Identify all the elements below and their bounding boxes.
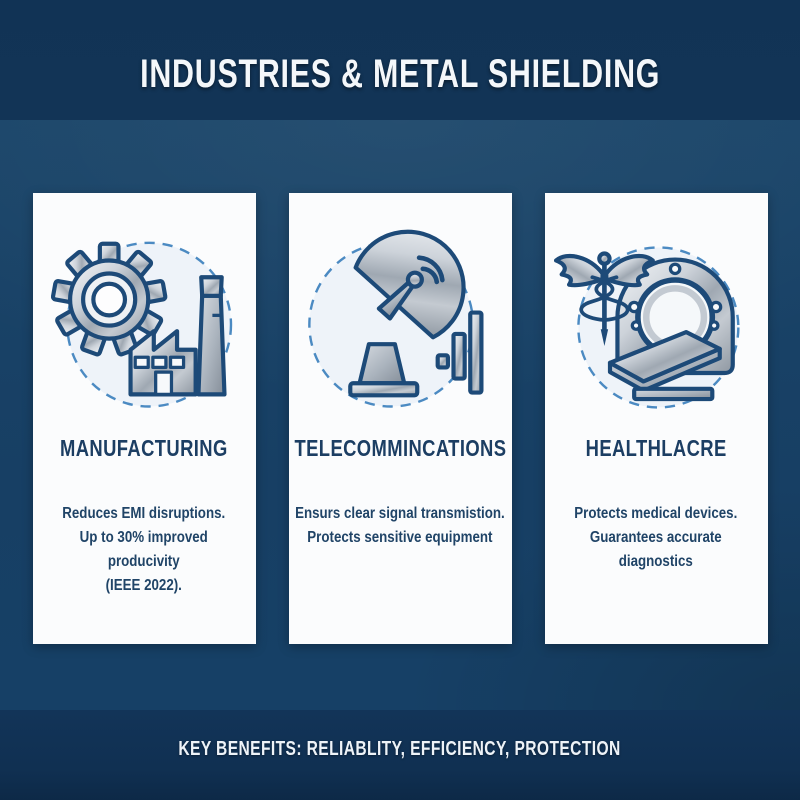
card-body: Ensurs clear signal transmistion. Protec… <box>295 505 505 547</box>
dish-bowl <box>353 229 466 340</box>
factory-icon <box>127 275 227 397</box>
card-healthcare: HEALTHLACRE Protects medical devices. Gu… <box>544 193 768 644</box>
poster-title: INDUSTRIES & METAL SHIELDING <box>139 51 661 96</box>
main-section: MANUFACTURING Reduces EMI disruptions. U… <box>0 120 800 710</box>
card-heading: TELECOMMINCATIONS <box>294 435 506 461</box>
caduceus-mri-icon <box>553 246 740 409</box>
card-body: Reduces EMI disruptions. Up to 30% impro… <box>62 505 226 595</box>
card-heading: MANUFACTURING <box>60 435 228 461</box>
footer-benefits-text: KEY BENEFITS: RELIABLITY, EFFICIENCY, PR… <box>178 737 622 760</box>
gear-icon <box>50 241 167 357</box>
card-heading: HEALTHLACRE <box>585 435 727 461</box>
mri-scanner-icon <box>607 257 735 402</box>
signal-bars-icon <box>435 310 484 395</box>
card-telecommunications: TELECOMMINCATIONS Ensurs clear signal tr… <box>288 193 512 644</box>
header-band: INDUSTRIES & METAL SHIELDING <box>0 0 800 120</box>
satellite-dish-icon <box>307 229 484 408</box>
footer-band: KEY BENEFITS: RELIABLITY, EFFICIENCY, PR… <box>0 710 800 800</box>
gear-factory-icon <box>50 241 232 408</box>
card-manufacturing: MANUFACTURING Reduces EMI disruptions. U… <box>32 193 256 644</box>
caduceus-icon <box>553 251 655 347</box>
card-body: Protects medical devices. Guarantees acc… <box>574 505 738 571</box>
signal-waves-icon <box>416 255 445 285</box>
dish-pedestal <box>347 342 419 398</box>
